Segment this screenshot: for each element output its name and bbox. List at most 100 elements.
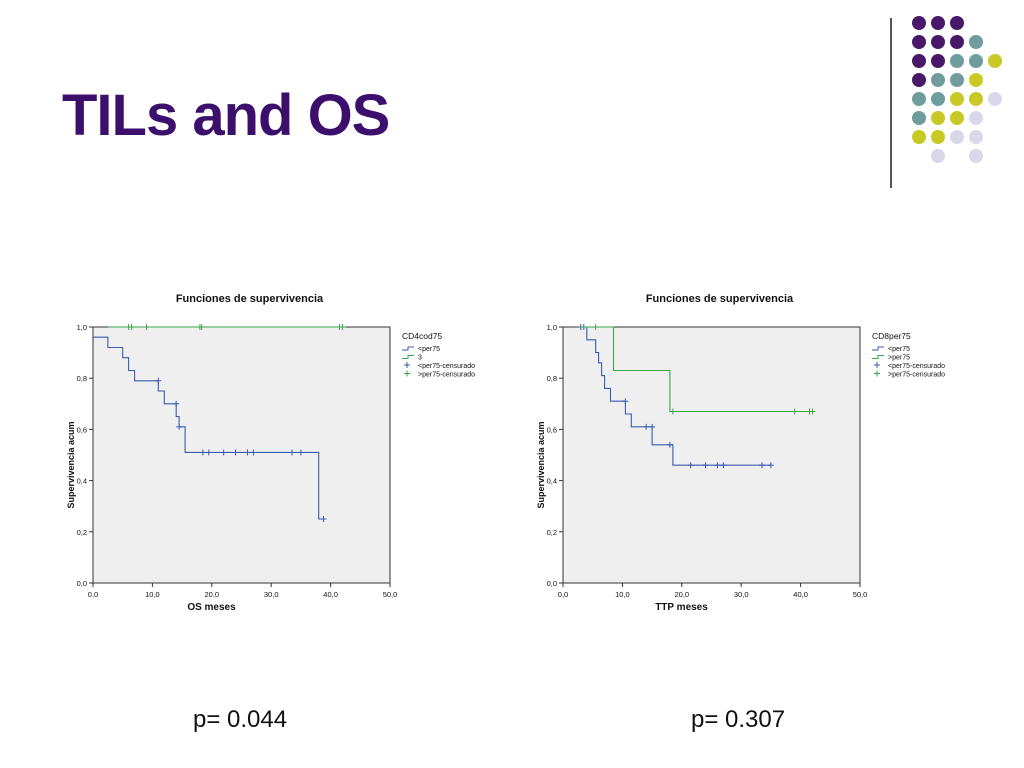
x-tick-label: 10,0 xyxy=(615,590,630,599)
slide-title: TILs and OS xyxy=(62,83,390,148)
legend-censor-swatch xyxy=(874,370,880,377)
decorative-dot xyxy=(931,149,945,163)
legend-censor-swatch xyxy=(874,362,880,368)
decorative-dot xyxy=(950,130,964,144)
legend-entry: <per75 xyxy=(888,346,910,353)
decorative-dot xyxy=(950,92,964,106)
legend-line-swatch xyxy=(872,355,884,359)
legend-entry: <per75-censurado xyxy=(418,363,475,370)
censor-mark xyxy=(176,423,183,430)
legend-line-swatch xyxy=(402,355,414,359)
decorative-dot xyxy=(931,16,945,30)
decorative-dot xyxy=(931,35,945,49)
censor-mark xyxy=(687,462,694,469)
censor-mark xyxy=(155,377,162,384)
legend-title: CD8per75 xyxy=(872,331,911,341)
km-curve-green xyxy=(580,326,813,413)
decorative-dot xyxy=(969,149,983,163)
x-tick-label: 10,0 xyxy=(145,590,160,599)
decorative-dot xyxy=(912,54,926,68)
legend-entry: <per75-censurado xyxy=(888,363,945,370)
decorative-dot xyxy=(969,73,983,87)
decorative-dot xyxy=(950,35,964,49)
decorative-dot xyxy=(969,35,983,49)
censor-mark xyxy=(339,324,346,330)
censor-mark xyxy=(199,449,206,456)
y-tick-label: 0,8 xyxy=(547,374,557,383)
censor-mark xyxy=(702,462,709,469)
x-tick-label: 0,0 xyxy=(558,590,568,599)
decorative-dot xyxy=(950,16,964,30)
censor-mark xyxy=(592,324,599,330)
censor-mark xyxy=(649,423,656,430)
decorative-dot xyxy=(988,54,1002,68)
censor-mark xyxy=(143,324,150,330)
decorative-dot xyxy=(912,130,926,144)
y-tick-label: 0,4 xyxy=(77,477,87,486)
y-tick-label: 0,4 xyxy=(547,477,557,486)
legend-entry: 3 xyxy=(418,355,422,362)
decorative-dot xyxy=(931,111,945,125)
censor-mark xyxy=(288,449,295,456)
x-tick-label: 40,0 xyxy=(323,590,338,599)
x-tick-label: 30,0 xyxy=(264,590,279,599)
y-tick-label: 1,0 xyxy=(77,323,87,332)
legend-line-swatch xyxy=(402,346,414,351)
decorative-dot xyxy=(931,73,945,87)
legend-entry: >per75-censurado xyxy=(888,372,945,379)
legend-censor-swatch xyxy=(404,362,410,368)
y-tick-label: 0,2 xyxy=(77,528,87,537)
censor-mark xyxy=(758,462,765,469)
x-tick-label: 0,0 xyxy=(88,590,98,599)
y-axis-label: Supervivencia acum xyxy=(66,421,76,508)
decorative-dot xyxy=(912,35,926,49)
decorative-vertical-rule xyxy=(890,18,892,188)
censor-mark xyxy=(809,408,816,415)
decorative-dot xyxy=(950,54,964,68)
decorative-dot xyxy=(969,54,983,68)
legend-title: CD4cod75 xyxy=(402,331,442,341)
legend-entry: <per75 xyxy=(418,346,440,353)
plot-area xyxy=(562,326,861,584)
censor-mark xyxy=(128,324,135,330)
y-tick-label: 0,8 xyxy=(77,374,87,383)
censor-mark xyxy=(205,449,212,456)
decorative-dot xyxy=(912,92,926,106)
censor-mark xyxy=(198,324,205,330)
censor-mark xyxy=(250,449,257,456)
decorative-dot xyxy=(912,73,926,87)
censor-mark xyxy=(320,516,327,522)
censor-mark xyxy=(714,462,721,469)
censor-mark xyxy=(220,449,227,456)
y-tick-label: 0,0 xyxy=(77,579,87,588)
censor-mark xyxy=(244,449,251,456)
decorative-dot xyxy=(969,111,983,125)
survival-chart-os: Funciones de supervivencia 0,0 0,2 0,4 0,6 0,… xyxy=(66,293,475,613)
x-axis-label: OS meses xyxy=(187,602,236,613)
decorative-dot xyxy=(988,92,1002,106)
censor-mark xyxy=(720,462,727,469)
x-axis-label: TTP meses xyxy=(655,602,708,613)
decorative-dot xyxy=(950,73,964,87)
censor-mark xyxy=(643,423,650,430)
decorative-dot xyxy=(912,111,926,125)
legend-entry: >per75-censurado xyxy=(418,372,475,379)
censor-mark xyxy=(767,462,774,469)
x-tick-label: 40,0 xyxy=(793,590,808,599)
censor-mark xyxy=(297,449,304,456)
x-tick-label: 30,0 xyxy=(734,590,749,599)
y-axis-label: Supervivencia acum xyxy=(536,421,546,508)
censor-mark xyxy=(666,441,673,448)
y-tick-label: 0,0 xyxy=(547,579,557,588)
censor-mark xyxy=(173,400,180,407)
p-value-left: p= 0.044 xyxy=(193,706,288,733)
legend-censor-swatch xyxy=(404,370,410,377)
x-tick-label: 20,0 xyxy=(204,590,219,599)
censor-mark xyxy=(669,408,676,415)
chart-title: Funciones de supervivencia xyxy=(646,293,794,305)
x-tick-label: 50,0 xyxy=(853,590,868,599)
decorative-dot xyxy=(912,16,926,30)
y-tick-label: 0,2 xyxy=(547,528,557,537)
legend-entry: >per75 xyxy=(888,355,910,362)
x-tick-label: 50,0 xyxy=(383,590,398,599)
